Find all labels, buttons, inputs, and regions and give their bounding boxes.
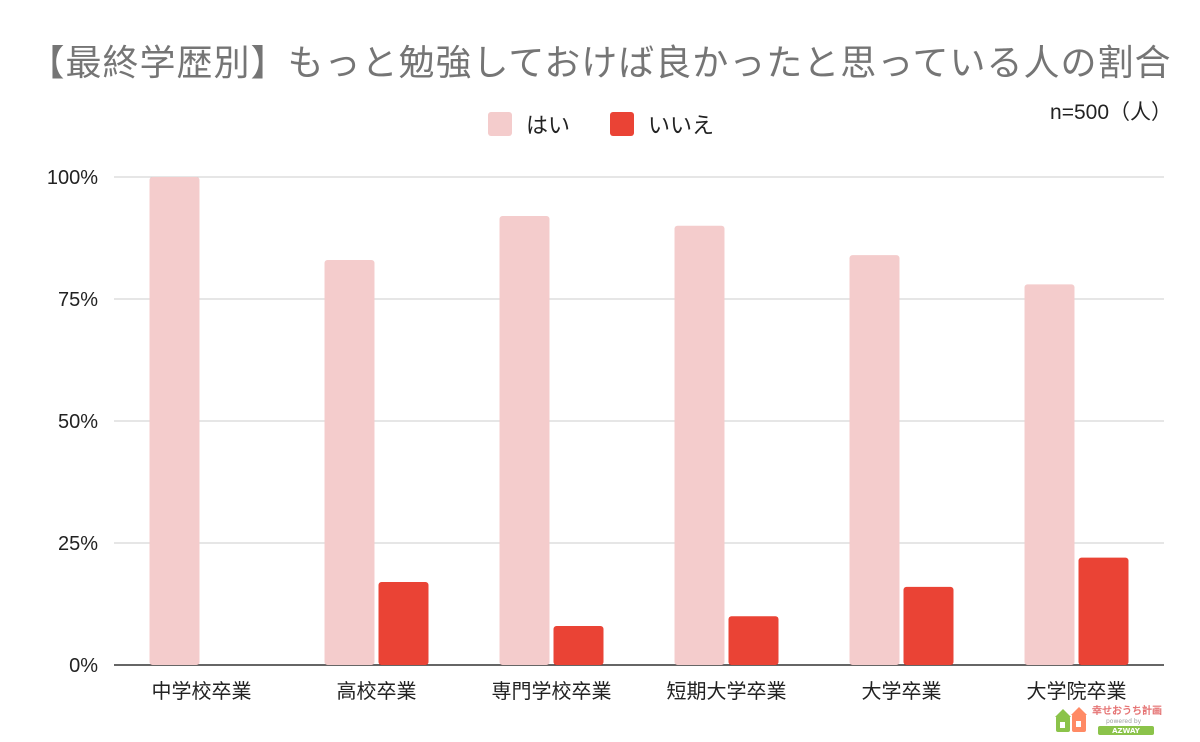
- x-tick-label: 大学卒業: [862, 679, 942, 703]
- x-tick-label: 専門学校卒業: [492, 679, 612, 703]
- legend-item-yes: はい: [488, 108, 570, 140]
- bar-no: [1078, 557, 1129, 665]
- chart-legend: はい いいえ: [488, 108, 740, 140]
- logo-text: 幸せおうち計画: [1092, 704, 1162, 717]
- legend-label-yes: はい: [526, 114, 571, 139]
- chart-title: 【最終学歴別】もっと勉強しておけば良かったと思っている人の割合: [28, 43, 1172, 84]
- y-tick-label: 100%: [47, 167, 98, 189]
- legend-swatch-no: [610, 112, 635, 136]
- sample-size-note: n=500（人）: [1050, 101, 1172, 124]
- x-tick-label: 高校卒業: [337, 679, 417, 703]
- bar-yes: [674, 225, 725, 666]
- bar-no: [728, 616, 779, 665]
- bar-yes: [324, 259, 375, 665]
- y-tick-label: 75%: [58, 289, 98, 311]
- legend-swatch-yes: [488, 112, 512, 136]
- y-tick-label: 0%: [69, 655, 98, 677]
- bar-yes: [149, 177, 200, 665]
- bar-yes: [1024, 284, 1075, 665]
- logo-sub: powered by: [1106, 718, 1142, 725]
- x-tick-label: 短期大学卒業: [667, 679, 787, 703]
- x-tick-label: 大学院卒業: [1027, 679, 1127, 703]
- x-tick-label: 中学校卒業: [152, 679, 252, 703]
- bar-no: [553, 625, 604, 665]
- bar-yes: [849, 255, 900, 665]
- logo-brand: AZWAY: [1112, 727, 1141, 735]
- azway-logo: 幸せおうち計画 powered by AZWAY: [1055, 704, 1162, 735]
- y-tick-label: 50%: [58, 411, 98, 433]
- bar-no: [903, 586, 954, 665]
- y-tick-label: 25%: [58, 533, 98, 555]
- legend-item-no: いいえ: [610, 108, 714, 140]
- bar-yes: [499, 216, 550, 666]
- legend-label-no: いいえ: [648, 114, 715, 139]
- bar-no: [378, 582, 429, 665]
